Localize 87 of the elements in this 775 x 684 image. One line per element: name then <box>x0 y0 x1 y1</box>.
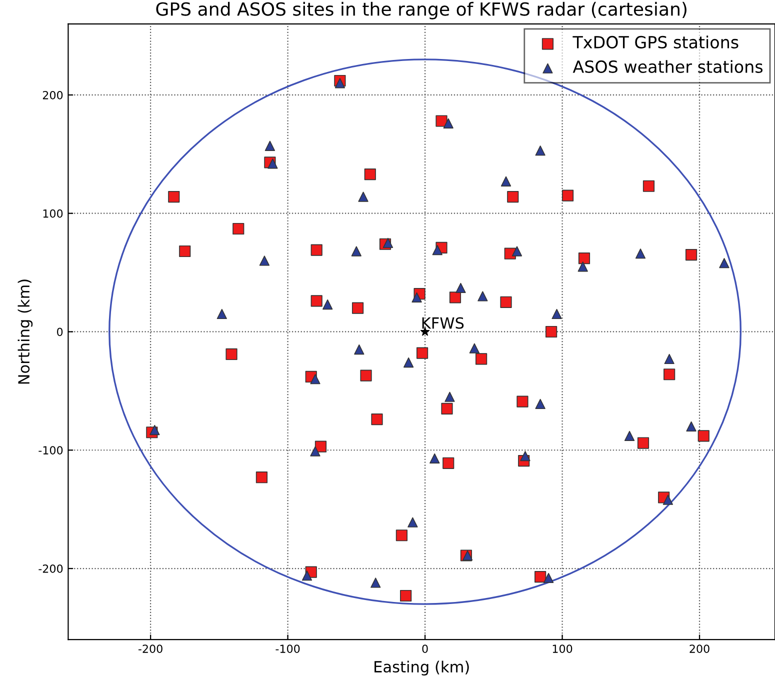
point <box>259 256 270 266</box>
point <box>310 446 320 456</box>
point <box>637 437 650 449</box>
point <box>686 421 696 432</box>
point <box>698 430 710 442</box>
legend-label: TxDOT GPS stations <box>572 36 738 49</box>
point <box>354 344 364 355</box>
point <box>370 578 381 588</box>
point <box>226 348 238 360</box>
point <box>449 292 462 304</box>
point <box>456 282 466 294</box>
point <box>412 292 422 302</box>
point <box>719 258 730 268</box>
point <box>624 430 635 441</box>
point <box>400 590 412 602</box>
point <box>302 570 312 581</box>
point <box>310 244 322 256</box>
y-tick-label: -200 <box>38 564 63 573</box>
point <box>268 158 278 169</box>
legend-label: ASOS weather stations <box>572 60 763 73</box>
point <box>403 357 414 368</box>
point <box>382 238 394 248</box>
point <box>578 262 588 272</box>
y-tick-label: -100 <box>38 446 63 455</box>
y-tick-label: 200 <box>42 90 63 100</box>
point <box>264 140 276 151</box>
point <box>441 402 453 414</box>
point <box>358 192 368 202</box>
point <box>535 398 546 410</box>
point <box>662 494 674 505</box>
point <box>552 308 562 320</box>
x-tick-label: 0 <box>422 644 428 653</box>
point <box>442 457 454 469</box>
point <box>168 190 180 203</box>
point <box>430 453 440 464</box>
point <box>352 302 364 314</box>
point <box>469 343 480 354</box>
point <box>371 414 383 426</box>
point <box>500 296 512 308</box>
x-tick-label: -100 <box>276 644 300 653</box>
point <box>512 246 522 256</box>
point <box>476 353 488 365</box>
point <box>432 244 442 256</box>
point <box>322 299 333 310</box>
point <box>444 392 455 402</box>
point <box>150 424 160 436</box>
point <box>534 570 546 583</box>
point <box>334 78 346 88</box>
x-tick-label: -200 <box>138 644 162 653</box>
point <box>664 354 674 364</box>
point <box>685 248 698 261</box>
y-axis-title: Northing (km) <box>18 280 33 384</box>
x-tick-label: 200 <box>690 644 710 653</box>
point <box>408 517 418 528</box>
point <box>500 176 512 186</box>
point <box>543 572 554 584</box>
point <box>310 295 322 307</box>
point <box>364 168 376 180</box>
point <box>462 550 473 561</box>
point <box>516 396 528 408</box>
point <box>396 530 408 542</box>
point <box>578 252 590 264</box>
point <box>256 472 268 484</box>
point <box>216 308 227 320</box>
point <box>443 118 454 128</box>
point <box>535 146 546 156</box>
point <box>507 190 519 203</box>
y-tick-label: 0 <box>57 328 63 336</box>
point <box>351 246 362 256</box>
chart-title: GPS and ASOS sites in the range of KFWS radar (cartesian) <box>156 2 686 20</box>
point <box>562 190 574 202</box>
point <box>179 245 191 258</box>
point <box>635 248 646 259</box>
point <box>478 291 488 302</box>
y-tick-label: 100 <box>43 209 63 218</box>
point <box>310 374 320 384</box>
point <box>436 115 448 127</box>
point <box>416 347 428 359</box>
point <box>664 368 676 380</box>
point <box>642 180 655 192</box>
annotation: KFWS <box>422 317 464 329</box>
point <box>520 450 530 462</box>
x-tick-label: 100 <box>552 644 572 653</box>
point <box>360 370 372 382</box>
point <box>545 326 558 338</box>
x-axis-title: Easting (km) <box>374 660 469 676</box>
point <box>232 222 244 235</box>
